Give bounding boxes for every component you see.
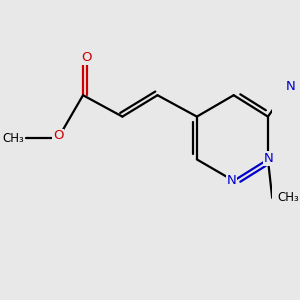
Text: CH₃: CH₃ bbox=[2, 131, 24, 145]
Text: O: O bbox=[53, 129, 63, 142]
Text: N: N bbox=[264, 152, 274, 165]
Text: CH₃: CH₃ bbox=[277, 191, 299, 204]
Text: N: N bbox=[285, 80, 295, 93]
Text: N: N bbox=[227, 174, 236, 187]
Text: O: O bbox=[81, 51, 92, 64]
